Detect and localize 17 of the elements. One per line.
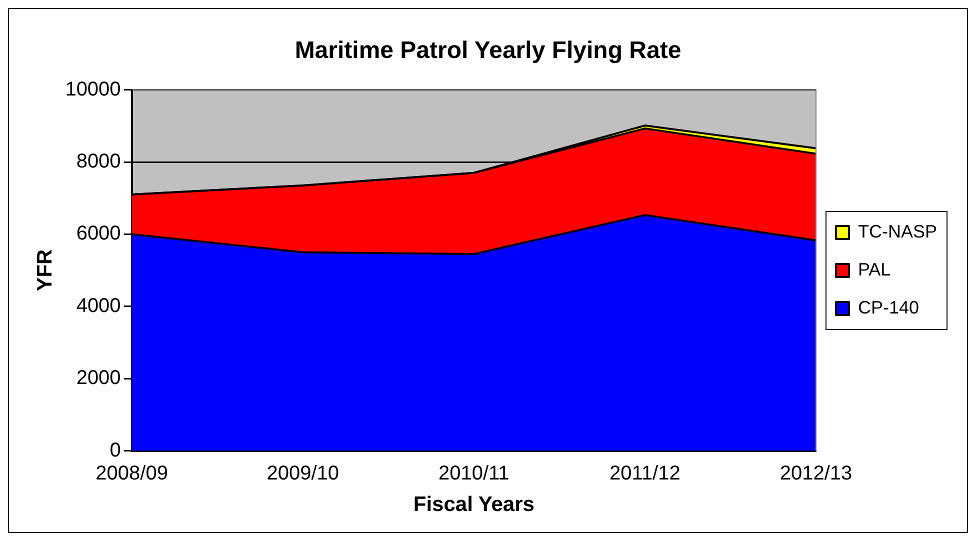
x-tick-label: 2012/13 — [780, 462, 852, 484]
legend-label: TC-NASP — [858, 221, 938, 242]
chart-title: Maritime Patrol Yearly Flying Rate — [294, 37, 682, 64]
y-tick-label: 4000 — [76, 294, 121, 317]
y-tick-label: 8000 — [76, 150, 121, 173]
y-tick-label: 0 — [110, 439, 121, 462]
y-tick-label: 2000 — [76, 367, 121, 390]
x-tick-label: 2008/09 — [96, 462, 168, 484]
x-tick-label: 2010/11 — [438, 462, 510, 484]
x-axis-title: Fiscal Years — [413, 493, 534, 516]
y-tick-label: 6000 — [76, 222, 121, 245]
x-tick-label: 2009/10 — [266, 462, 340, 484]
y-tick-label: 10000 — [65, 78, 121, 100]
legend-label: CP-140 — [858, 297, 920, 318]
y-axis-title: YFR — [33, 249, 56, 292]
x-tick-label: 2011/12 — [610, 462, 680, 484]
legend-label: PAL — [858, 259, 891, 280]
